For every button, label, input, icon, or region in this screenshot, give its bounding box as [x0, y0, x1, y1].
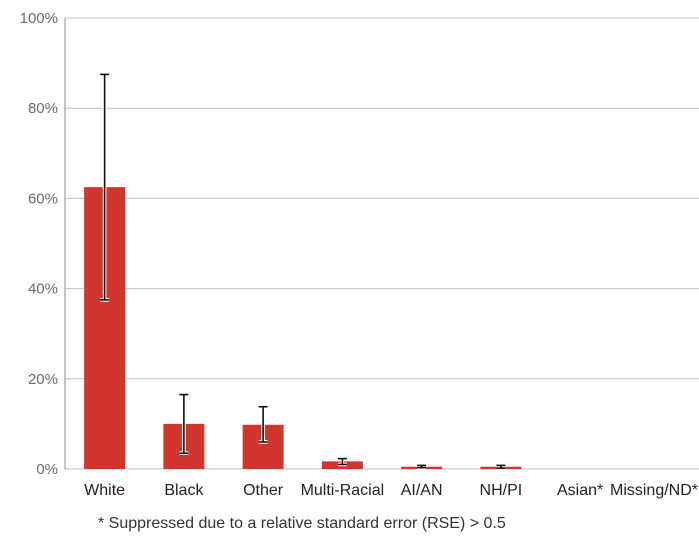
y-tick-label: 40%: [28, 281, 58, 298]
y-tick-label: 0%: [36, 461, 58, 478]
x-tick-label: AI/AN: [401, 482, 443, 499]
chart-footnote: * Suppressed due to a relative standard …: [98, 515, 506, 532]
y-tick-label: 100%: [20, 10, 58, 27]
x-tick-label: Multi-Racial: [301, 482, 385, 499]
x-tick-label: Black: [164, 482, 204, 499]
x-tick-label: Other: [243, 482, 284, 499]
x-axis-ticks: White Black Other Multi-Racial AI/AN NH/PI Asi…: [84, 482, 698, 499]
error-bar: [417, 463, 427, 470]
error-bar: [337, 456, 347, 467]
x-tick-label: White: [84, 482, 125, 499]
error-bars-layer: [100, 72, 506, 470]
x-tick-label: NH/PI: [480, 482, 523, 499]
error-bar: [496, 463, 506, 470]
y-tick-label: 80%: [28, 100, 58, 117]
y-tick-label: 20%: [28, 371, 58, 388]
grid-layer: [65, 17, 699, 470]
x-tick-label: Asian*: [557, 482, 603, 499]
error-bar: [100, 72, 110, 302]
bars-layer: [84, 187, 522, 469]
x-tick-label: Missing/ND*: [610, 482, 698, 499]
error-bar: [258, 404, 268, 444]
y-axis-ticks: 0% 20% 40% 60% 80% 100%: [20, 10, 58, 478]
error-bar: [179, 392, 189, 456]
y-tick-label: 60%: [28, 190, 58, 207]
